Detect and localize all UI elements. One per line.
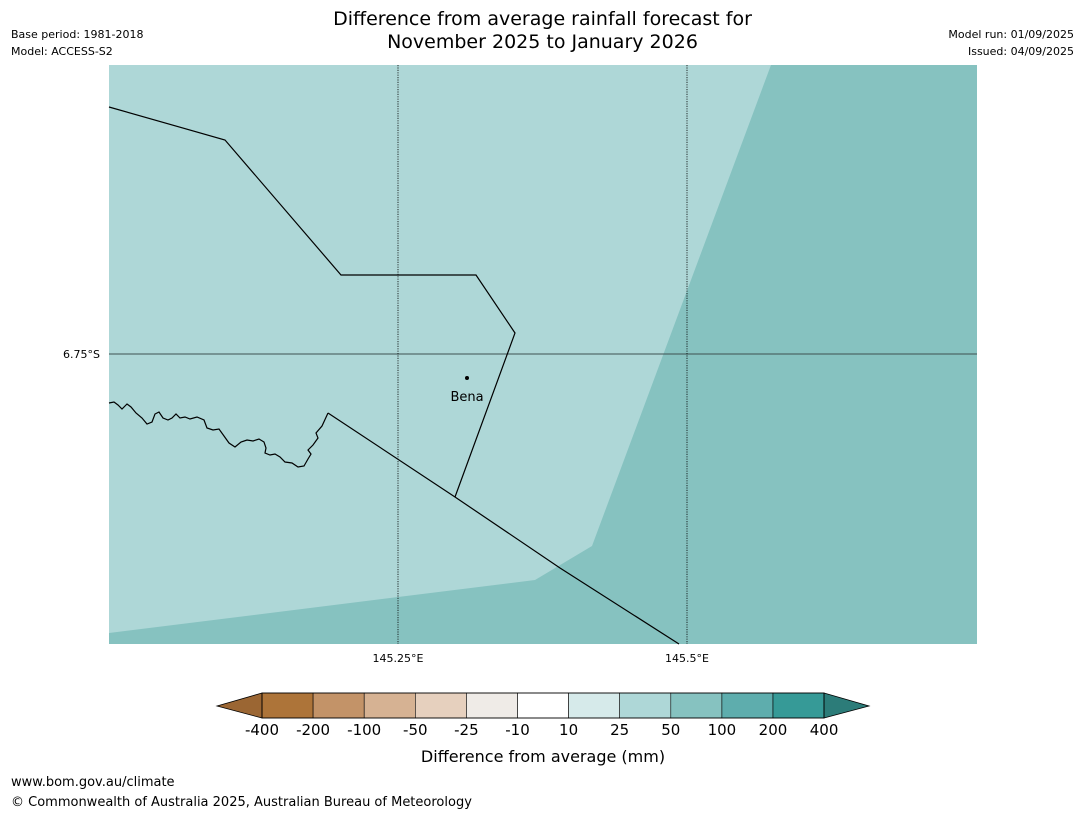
colorbar-box bbox=[312, 692, 365, 719]
colorbar-tick-label: -400 bbox=[245, 721, 279, 739]
rainfall-zone-medium bbox=[109, 65, 977, 644]
title-line-1: Difference from average rainfall forecas… bbox=[333, 8, 752, 30]
colorbar-box bbox=[466, 692, 518, 719]
footer-url[interactable]: www.bom.gov.au/climate bbox=[11, 775, 175, 790]
colorbar-tick-label: -200 bbox=[296, 721, 330, 739]
town-label-bena: Bena bbox=[450, 390, 483, 405]
colorbar-tick-label: 50 bbox=[661, 721, 680, 739]
base-period-text: Base period: 1981-2018 bbox=[11, 28, 144, 41]
colorbar-outline bbox=[261, 692, 825, 719]
colorbar-boxes bbox=[261, 692, 825, 719]
colorbar-tick-label: -100 bbox=[347, 721, 381, 739]
colorbar-tick-label: 25 bbox=[610, 721, 629, 739]
colorbar-tick-labels: -400 -200 -100 -50 -25 -10 10 25 50 100 200 400 bbox=[245, 721, 838, 739]
colorbar-tick-label: 400 bbox=[810, 721, 839, 739]
longitude-label-145-5: 145.5°E bbox=[665, 652, 709, 665]
colorbar-box bbox=[721, 692, 774, 719]
colorbar-tick-label: 10 bbox=[559, 721, 578, 739]
colorbar-box bbox=[772, 692, 825, 719]
town-marker bbox=[465, 376, 469, 380]
chart-title: Difference from average rainfall forecas… bbox=[0, 8, 1085, 54]
colorbar-tick-label: -25 bbox=[454, 721, 479, 739]
colorbar-box bbox=[619, 692, 672, 719]
colorbar-box bbox=[261, 692, 314, 719]
colorbar-extend-low bbox=[215, 692, 263, 719]
colorbar-box bbox=[363, 692, 416, 719]
title-line-2: November 2025 to January 2026 bbox=[387, 31, 698, 53]
meta-right: Model run: 01/09/2025 Issued: 04/09/2025 bbox=[948, 26, 1074, 60]
meta-left: Base period: 1981-2018 Model: ACCESS-S2 bbox=[11, 26, 143, 60]
colorbar-box bbox=[568, 692, 620, 719]
province-boundary-south bbox=[327, 412, 680, 645]
colorbar-tick-label: 200 bbox=[759, 721, 788, 739]
model-text: Model: ACCESS-S2 bbox=[11, 45, 113, 58]
colorbar-label: Difference from average (mm) bbox=[421, 747, 665, 766]
colorbar-tick-label: -50 bbox=[403, 721, 428, 739]
colorbar-tick-label: -10 bbox=[505, 721, 530, 739]
colorbar-box bbox=[414, 692, 467, 719]
footer-copyright: © Commonwealth of Australia 2025, Austra… bbox=[11, 795, 472, 810]
forecast-map: Bena 6.75°S 145.25°E 145.5°E bbox=[63, 65, 977, 665]
latitude-label: 6.75°S bbox=[63, 348, 100, 361]
colorbar-tick-label: 100 bbox=[708, 721, 737, 739]
issued-text: Issued: 04/09/2025 bbox=[967, 45, 1074, 58]
colorbar-extend-high bbox=[823, 692, 871, 719]
colorbar-box bbox=[517, 692, 569, 719]
river-boundary bbox=[108, 401, 329, 468]
province-boundary-north bbox=[108, 106, 516, 498]
longitude-label-145-25: 145.25°E bbox=[373, 652, 424, 665]
model-run-text: Model run: 01/09/2025 bbox=[948, 28, 1074, 41]
colorbar-box bbox=[670, 692, 723, 719]
